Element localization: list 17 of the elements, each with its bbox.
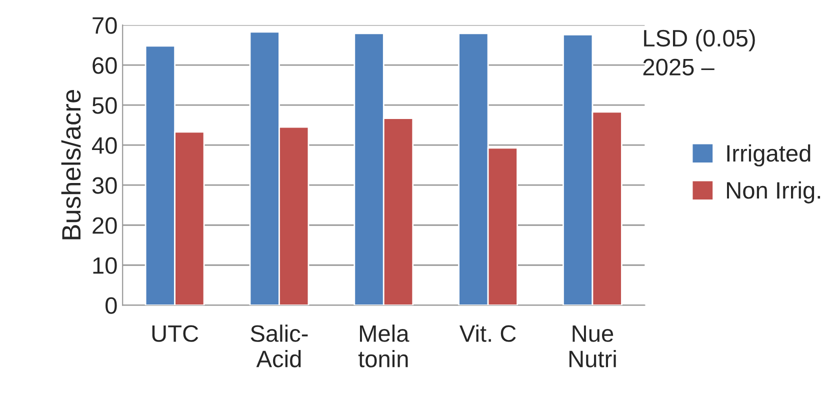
legend-label: Non Irrig. [727,181,820,204]
x-tick-label: Vit. C [460,324,516,342]
y-tick-label: 60 [92,57,117,74]
y-axis-title: Bushels/acre [61,90,81,240]
x-tick-label: Nue Nutri [569,325,616,368]
y-tick-label: 30 [92,177,117,194]
y-tick-label: 40 [92,137,117,154]
x-tick-label: UTC [152,325,198,342]
y-tick-label: 20 [92,217,117,234]
y-tick-label: 10 [93,257,117,274]
y-tick-label: 70 [92,17,117,34]
legend-label: Irrigated [727,144,810,166]
x-tick-label: Mela tonin [358,324,410,368]
y-tick-label: 50 [92,97,117,114]
annotation: LSD (0.05) 2025 – [643,29,755,76]
x-tick-label: Salic- Acid [250,324,308,368]
y-tick-label: 0 [106,297,117,314]
